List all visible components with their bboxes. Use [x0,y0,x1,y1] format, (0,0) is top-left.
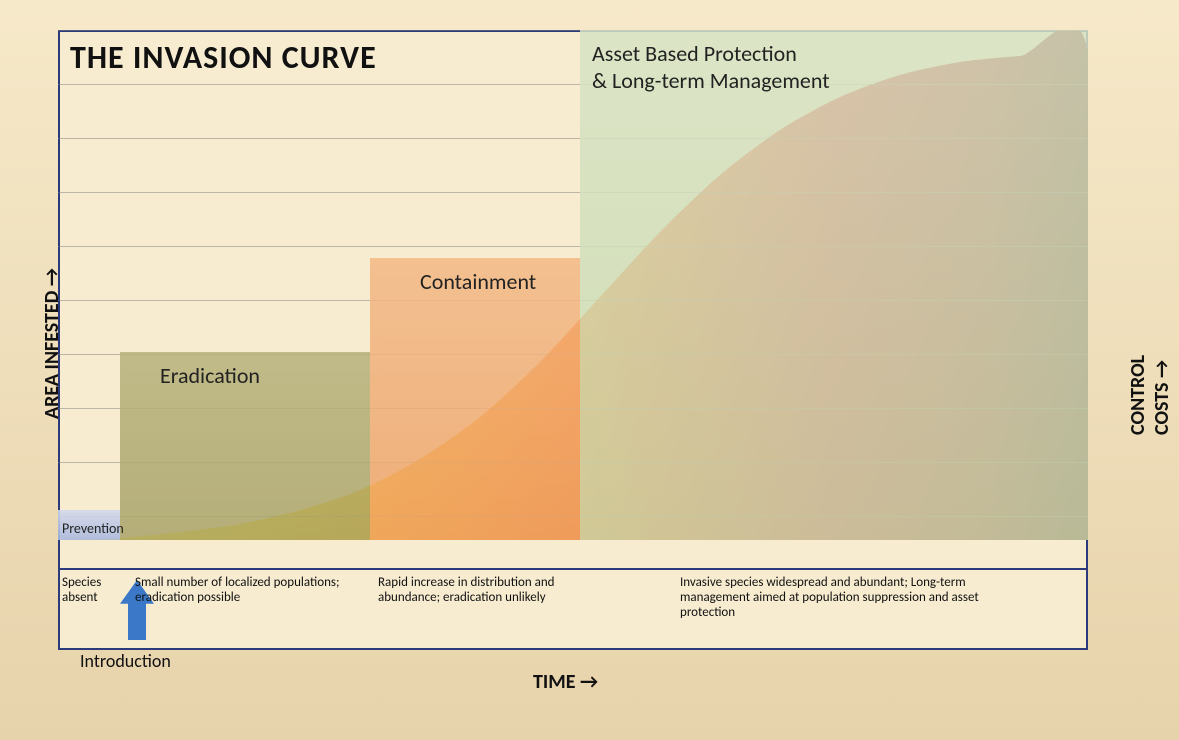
introduction-label: Introduction [80,650,171,672]
plot-area [58,30,1088,570]
chart-title: THE INVASION CURVE [70,38,377,77]
y-axis-right-label: CONTROL COSTS → [1126,355,1174,435]
desc-eradicate: Small number of localized populations; e… [135,576,355,606]
desc-absent: Species absent [62,576,124,606]
phase-label-containment: Containment [420,268,536,295]
phase-label-prevention: Prevention [62,520,124,537]
phase-label-protection: Asset Based Protection & Long-term Manag… [592,40,830,94]
phase-box-protection [580,30,1088,540]
y-axis-left-label: AREA INFESTED → [40,268,64,419]
x-axis-label: TIME → [533,670,598,694]
phase-label-eradication: Eradication [160,362,260,389]
desc-longterm: Invasive species widespread and abundant… [680,576,1020,621]
chart-frame: THE INVASION CURVE AREA INFESTED → CONTR… [0,0,1179,740]
desc-contain: Rapid increase in distribution and abund… [378,576,588,606]
page: THE INVASION CURVE AREA INFESTED → CONTR… [0,0,1179,740]
phase-box-containment [370,258,580,540]
